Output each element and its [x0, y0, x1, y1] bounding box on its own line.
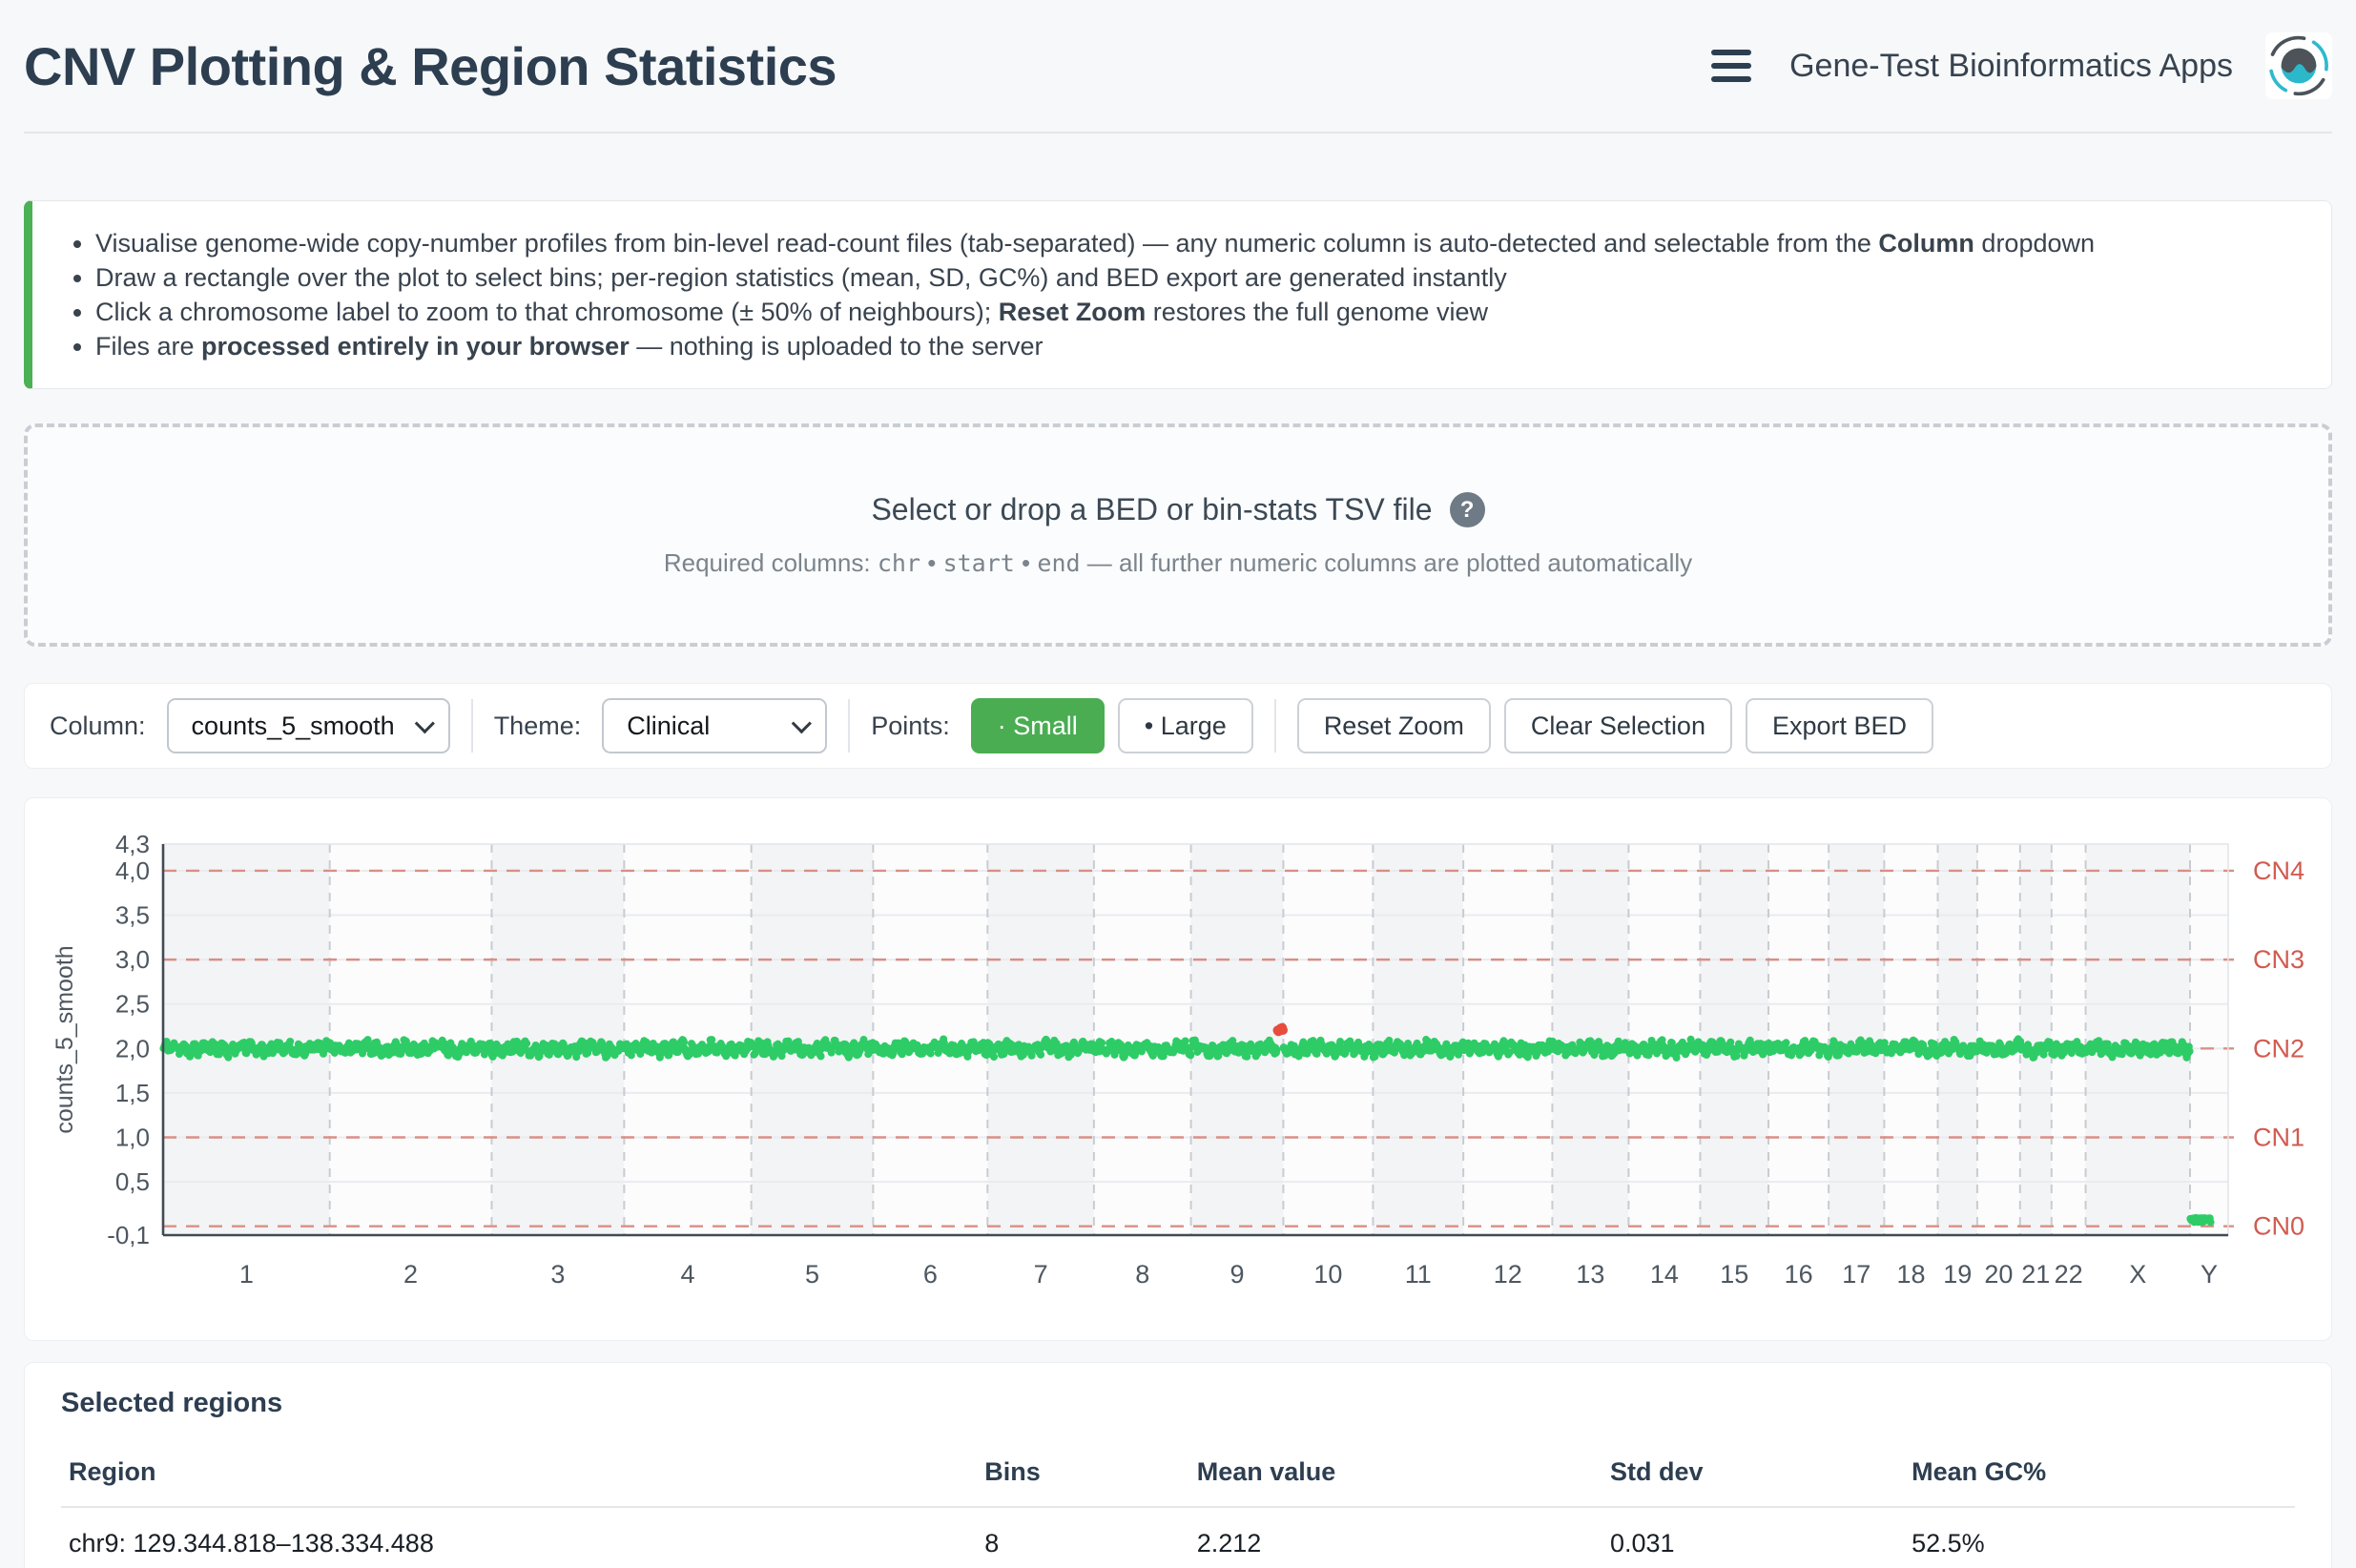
svg-text:11: 11 [1405, 1260, 1432, 1289]
col-header-mean: Mean value [1188, 1444, 1602, 1508]
svg-text:Y: Y [2201, 1260, 2218, 1289]
svg-text:20: 20 [1984, 1260, 2013, 1289]
svg-text:2: 2 [403, 1260, 418, 1289]
info-bullet: Files are processed entirely in your bro… [95, 329, 2303, 363]
svg-text:0,5: 0,5 [115, 1167, 150, 1196]
dropzone-title: Select or drop a BED or bin-stats TSV fi… [871, 492, 1433, 526]
hamburger-menu-icon[interactable] [1705, 44, 1757, 88]
clear-selection-button[interactable]: Clear Selection [1503, 698, 1732, 753]
svg-text:17: 17 [1842, 1260, 1870, 1289]
reset-zoom-button[interactable]: Reset Zoom [1296, 698, 1491, 753]
logo [2265, 32, 2332, 99]
header: CNV Plotting & Region Statistics Gene-Te… [24, 0, 2332, 134]
svg-text:21: 21 [2021, 1260, 2050, 1289]
cnv-plot-card: 1 2 3 4 5 6 7 8 9 10 11 12 13 14 15 16 17 18 19 20 21 22 X Y CN4… [24, 797, 2332, 1341]
svg-text:15: 15 [1720, 1260, 1748, 1289]
divider [848, 699, 851, 753]
theme-label: Theme: [493, 711, 582, 740]
svg-text:-0,1: -0,1 [107, 1221, 150, 1249]
cell-mean: 2.212 [1196, 1529, 1262, 1558]
cell-region: chr9: 129.344.818–138.334.488 [69, 1529, 434, 1558]
svg-text:4: 4 [681, 1260, 695, 1289]
svg-text:10: 10 [1313, 1260, 1342, 1289]
svg-text:2,5: 2,5 [115, 990, 150, 1019]
svg-text:16: 16 [1785, 1260, 1813, 1289]
svg-text:4,3: 4,3 [115, 830, 150, 858]
file-dropzone[interactable]: Select or drop a BED or bin-stats TSV fi… [24, 423, 2332, 647]
info-bullet-list: Visualise genome-wide copy-number profil… [95, 226, 2303, 363]
table-header-row: Region Bins Mean value Std dev Mean GC% [61, 1444, 2295, 1508]
svg-text:3: 3 [550, 1260, 565, 1289]
chevron-down-icon [791, 713, 813, 734]
svg-text:CN3: CN3 [2253, 945, 2304, 974]
points-small-button[interactable]: · Small [970, 698, 1105, 753]
svg-text:CN2: CN2 [2253, 1034, 2304, 1063]
info-bullet: Draw a rectangle over the plot to select… [95, 260, 2303, 295]
col-header-bins: Bins [977, 1444, 1189, 1508]
svg-text:3,0: 3,0 [115, 945, 150, 974]
page-title: CNV Plotting & Region Statistics [24, 35, 837, 96]
svg-text:CN1: CN1 [2253, 1124, 2304, 1152]
col-header-sd: Std dev [1602, 1444, 1905, 1508]
info-bullet: Visualise genome-wide copy-number profil… [95, 226, 2303, 260]
column-label: Column: [50, 711, 146, 740]
cell-bins: 8 [984, 1529, 1000, 1558]
svg-text:counts_5_smooth: counts_5_smooth [52, 945, 78, 1133]
cell-sd: 0.031 [1609, 1529, 1675, 1558]
divider [470, 699, 473, 753]
svg-text:7: 7 [1034, 1260, 1048, 1289]
svg-text:2,0: 2,0 [115, 1034, 150, 1063]
export-bed-button[interactable]: Export BED [1745, 698, 1934, 753]
svg-text:4,0: 4,0 [115, 856, 150, 885]
cell-gc: 52.5% [1912, 1529, 1985, 1558]
divider [1273, 699, 1276, 753]
regions-card: Selected regions Region Bins Mean value … [24, 1362, 2332, 1568]
svg-text:12: 12 [1494, 1260, 1522, 1289]
chevron-down-icon [414, 713, 435, 734]
info-box: Visualise genome-wide copy-number profil… [24, 200, 2332, 389]
svg-text:6: 6 [923, 1260, 938, 1289]
theme-select-value: Clinical [627, 711, 711, 740]
info-bullet: Click a chromosome label to zoom to that… [95, 295, 2303, 329]
column-select-value: counts_5_smooth [191, 711, 395, 740]
svg-text:CN4: CN4 [2253, 856, 2304, 885]
column-select[interactable]: counts_5_smooth [166, 698, 450, 753]
svg-text:18: 18 [1896, 1260, 1925, 1289]
app-name: Gene-Test Bioinformatics Apps [1789, 47, 2233, 84]
svg-text:5: 5 [805, 1260, 819, 1289]
dropzone-subtitle: Required columns: chr • start • end — al… [663, 548, 1693, 577]
regions-table: Region Bins Mean value Std dev Mean GC% … [61, 1444, 2295, 1568]
toolbar: Column: counts_5_smooth Theme: Clinical … [24, 683, 2332, 769]
theme-select[interactable]: Clinical [602, 698, 828, 753]
svg-text:8: 8 [1135, 1260, 1149, 1289]
svg-text:X: X [2129, 1260, 2146, 1289]
table-row: chr9: 129.344.818–138.334.488 8 2.212 0.… [61, 1507, 2295, 1568]
svg-text:22: 22 [2055, 1260, 2083, 1289]
points-label: Points: [871, 711, 950, 740]
svg-text:1,5: 1,5 [115, 1079, 150, 1107]
help-icon[interactable]: ? [1449, 492, 1485, 527]
col-header-gc: Mean GC% [1904, 1444, 2295, 1508]
col-header-region: Region [61, 1444, 978, 1508]
logo-icon [2268, 35, 2329, 96]
regions-heading: Selected regions [61, 1388, 283, 1418]
svg-text:CN0: CN0 [2253, 1212, 2304, 1241]
svg-text:1: 1 [239, 1260, 254, 1289]
cnv-scatter-plot[interactable]: 1 2 3 4 5 6 7 8 9 10 11 12 13 14 15 16 17 18 19 20 21 22 X YCN4… [25, 812, 2333, 1331]
svg-text:14: 14 [1650, 1260, 1679, 1289]
svg-text:1,0: 1,0 [115, 1124, 150, 1152]
points-large-button[interactable]: • Large [1117, 698, 1253, 753]
svg-text:3,5: 3,5 [115, 901, 150, 930]
svg-text:13: 13 [1576, 1260, 1604, 1289]
svg-text:9: 9 [1230, 1260, 1244, 1289]
svg-text:19: 19 [1943, 1260, 1972, 1289]
